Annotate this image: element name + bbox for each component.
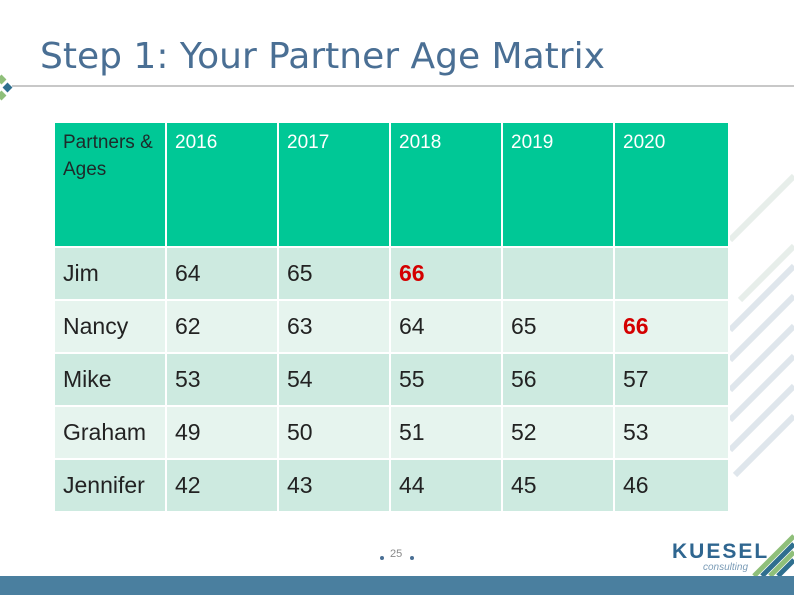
age-cell: 55: [389, 352, 503, 407]
page-dot-right: [410, 556, 414, 560]
age-cell: 62: [165, 299, 279, 354]
table-row: Jim 64 65 66: [53, 246, 730, 301]
title-divider: [12, 85, 794, 87]
page-dot-left: [380, 556, 384, 560]
age-cell: 54: [277, 352, 391, 407]
age-cell: 50: [277, 405, 391, 460]
age-cell: 44: [389, 458, 503, 513]
age-cell: 66: [389, 246, 503, 301]
header-year: 2017: [277, 121, 391, 248]
age-cell: [613, 246, 730, 301]
age-cell: 43: [277, 458, 391, 513]
table-header-row: Partners & Ages 2016 2017 2018 2019 2020: [53, 121, 730, 248]
table-row: Mike 53 54 55 56 57: [53, 352, 730, 407]
partner-name: Nancy: [53, 299, 167, 354]
page-number: 25: [390, 548, 403, 560]
footer-bar: [0, 576, 794, 595]
table-row: Jennifer 42 43 44 45 46: [53, 458, 730, 513]
age-cell: 56: [501, 352, 615, 407]
age-cell: 64: [165, 246, 279, 301]
slide-title: Step 1: Your Partner Age Matrix: [40, 36, 605, 77]
header-partners-ages: Partners & Ages: [53, 121, 167, 248]
age-cell: 53: [165, 352, 279, 407]
age-cell: 49: [165, 405, 279, 460]
table-row: Nancy 62 63 64 65 66: [53, 299, 730, 354]
age-cell: 46: [613, 458, 730, 513]
age-cell: 64: [389, 299, 503, 354]
partner-name: Jim: [53, 246, 167, 301]
age-cell: 53: [613, 405, 730, 460]
age-cell: 51: [389, 405, 503, 460]
age-cell: 65: [277, 246, 391, 301]
age-cell: [501, 246, 615, 301]
age-cell: 66: [613, 299, 730, 354]
partner-name: Jennifer: [53, 458, 167, 513]
partner-age-matrix: Partners & Ages 2016 2017 2018 2019 2020…: [53, 121, 730, 513]
age-cell: 42: [165, 458, 279, 513]
age-cell: 52: [501, 405, 615, 460]
age-cell: 57: [613, 352, 730, 407]
age-cell: 65: [501, 299, 615, 354]
company-logo: KUESEL: [672, 540, 770, 563]
age-cell: 45: [501, 458, 615, 513]
partner-name: Mike: [53, 352, 167, 407]
partner-name: Graham: [53, 405, 167, 460]
age-cell: 63: [277, 299, 391, 354]
header-year: 2016: [165, 121, 279, 248]
company-logo-tagline: consulting: [703, 562, 749, 573]
header-year: 2018: [389, 121, 503, 248]
header-year: 2020: [613, 121, 730, 248]
table-row: Graham 49 50 51 52 53: [53, 405, 730, 460]
header-year: 2019: [501, 121, 615, 248]
